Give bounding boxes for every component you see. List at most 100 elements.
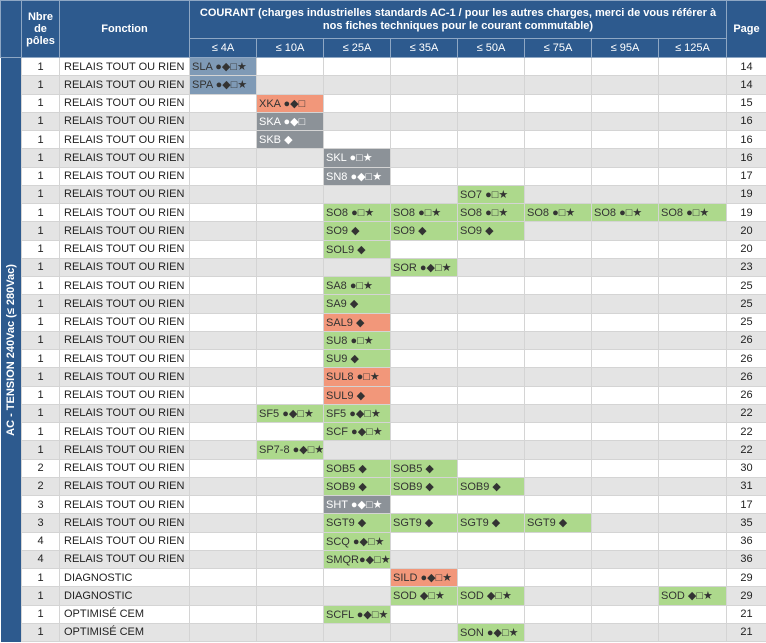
product-cell[interactable]: SOB9 ◆ [390,476,458,497]
product-cell[interactable]: SCFL ●◆□★ [323,604,391,624]
product-cell[interactable]: SHT ●◆□★ [323,494,391,515]
product-cell[interactable]: SUL8 ●□★ [323,367,391,387]
table-row: 1 RELAIS TOUT OU RIEN SUL8 ●□★ 26 [1,367,766,387]
product-cell[interactable]: SGT9 ◆ [323,513,391,533]
product-cell[interactable]: SO7 ●□★ [457,184,525,205]
product-cell[interactable]: SO9 ◆ [390,221,458,241]
product-cell[interactable]: SKB ◆ [256,129,324,150]
product-cell[interactable]: SO8 ●□★ [524,202,592,223]
empty-cell [390,549,458,570]
empty-cell [591,75,659,95]
product-cell[interactable]: SOB5 ◆ [323,458,391,478]
empty-cell [457,312,525,332]
product-cell[interactable]: SILD ●◆□★ [390,567,458,588]
product-cell[interactable]: SPA ●◆□★ [189,75,257,95]
product-cell[interactable]: SU9 ◆ [323,348,391,369]
table-row: 1 RELAIS TOUT OU RIEN SUL9 ◆ 26 [1,385,766,405]
fonction-cell: RELAIS TOUT OU RIEN [59,202,190,223]
product-cell[interactable]: SMQR●◆□★ [323,549,391,570]
empty-cell [591,622,659,643]
product-cell[interactable]: SOB9 ◆ [457,476,525,497]
empty-cell [256,75,324,95]
product-cell[interactable]: SF5 ●◆□★ [323,403,391,424]
product-cell[interactable]: SON ●◆□★ [457,622,525,643]
fonction-cell: RELAIS TOUT OU RIEN [59,184,190,205]
fonction-cell: RELAIS TOUT OU RIEN [59,458,190,478]
poles-cell: 1 [21,586,60,606]
empty-cell [189,166,257,186]
product-cell[interactable]: SOD ◆□★ [457,586,525,606]
product-cell[interactable]: SO9 ◆ [323,221,391,241]
product-cell[interactable]: SOB5 ◆ [390,458,458,478]
product-cell[interactable]: SO8 ●□★ [591,202,659,223]
empty-cell [390,604,458,624]
empty-cell [524,275,592,296]
fonction-cell: RELAIS TOUT OU RIEN [59,494,190,515]
empty-cell [658,312,727,332]
empty-cell [524,148,592,168]
product-cell[interactable]: XKA ●◆□ [256,93,324,113]
empty-cell [457,166,525,186]
empty-cell [457,367,525,387]
table-row: 1 DIAGNOSTIC SOD ◆□★ SOD ◆□★ SOD ◆□★ 29 [1,586,766,606]
product-cell[interactable]: SCQ ●◆□★ [323,531,391,551]
page-cell: 14 [726,56,766,77]
table-row: 4 RELAIS TOUT OU RIEN SMQR●◆□★ 36 [1,549,766,570]
product-cell[interactable]: SGT9 ◆ [457,513,525,533]
fonction-cell: RELAIS TOUT OU RIEN [59,549,190,570]
empty-cell [323,93,391,113]
product-cell[interactable]: SOD ◆□★ [658,586,727,606]
product-cell[interactable]: SAL9 ◆ [323,312,391,332]
product-cell[interactable]: SN8 ●◆□★ [323,166,391,186]
product-cell[interactable]: SU8 ●□★ [323,330,391,351]
product-cell[interactable]: SO9 ◆ [457,221,525,241]
page-cell: 22 [726,421,766,442]
empty-cell [189,111,257,132]
fonction-cell: RELAIS TOUT OU RIEN [59,111,190,132]
empty-cell [390,111,458,132]
empty-cell [256,184,324,205]
product-cell[interactable]: SCF ●◆□★ [323,421,391,442]
product-cell[interactable]: SF5 ●◆□★ [256,403,324,424]
product-cell[interactable]: SOB9 ◆ [323,476,391,497]
column-header: ≤ 35A [390,38,458,58]
product-cell[interactable]: SA9 ◆ [323,294,391,314]
page-cell: 26 [726,330,766,351]
product-cell[interactable]: SA8 ●□★ [323,275,391,296]
fonction-cell: OPTIMISÉ CEM [59,622,190,643]
product-cell[interactable]: SO8 ●□★ [658,202,727,223]
empty-cell [658,421,727,442]
product-cell[interactable]: SO8 ●□★ [323,202,391,223]
empty-cell [457,549,525,570]
empty-cell [524,75,592,95]
column-header: ≤ 125A [658,38,727,58]
product-cell[interactable]: SOR ●◆□★ [390,257,458,278]
empty-cell [524,567,592,588]
product-cell[interactable]: SGT9 ◆ [390,513,458,533]
empty-cell [390,330,458,351]
product-cell[interactable]: SOD ◆□★ [390,586,458,606]
product-cell[interactable]: SP7-8 ●◆□★ [256,440,324,460]
poles-cell: 3 [21,494,60,515]
empty-cell [658,494,727,515]
table-row: 1 RELAIS TOUT OU RIEN SU9 ◆ 26 [1,348,766,369]
empty-cell [591,148,659,168]
product-cell[interactable]: SUL9 ◆ [323,385,391,405]
product-cell[interactable]: SO8 ●□★ [457,202,525,223]
empty-cell [524,330,592,351]
poles-cell: 1 [21,148,60,168]
empty-cell [591,494,659,515]
page-cell: 17 [726,494,766,515]
empty-cell [457,257,525,278]
table-row: 1 RELAIS TOUT OU RIEN SPA ●◆□★ 14 [1,75,766,95]
header-fonction: Fonction [59,0,190,58]
product-cell[interactable]: SKL ●□★ [323,148,391,168]
empty-cell [189,93,257,113]
product-cell[interactable]: SO8 ●□★ [390,202,458,223]
empty-cell [658,111,727,132]
product-cell[interactable]: SOL9 ◆ [323,239,391,259]
product-cell[interactable]: SLA ●◆□★ [189,56,257,77]
empty-cell [189,257,257,278]
product-cell[interactable]: SKA ●◆□ [256,111,324,132]
product-cell[interactable]: SGT9 ◆ [524,513,592,533]
